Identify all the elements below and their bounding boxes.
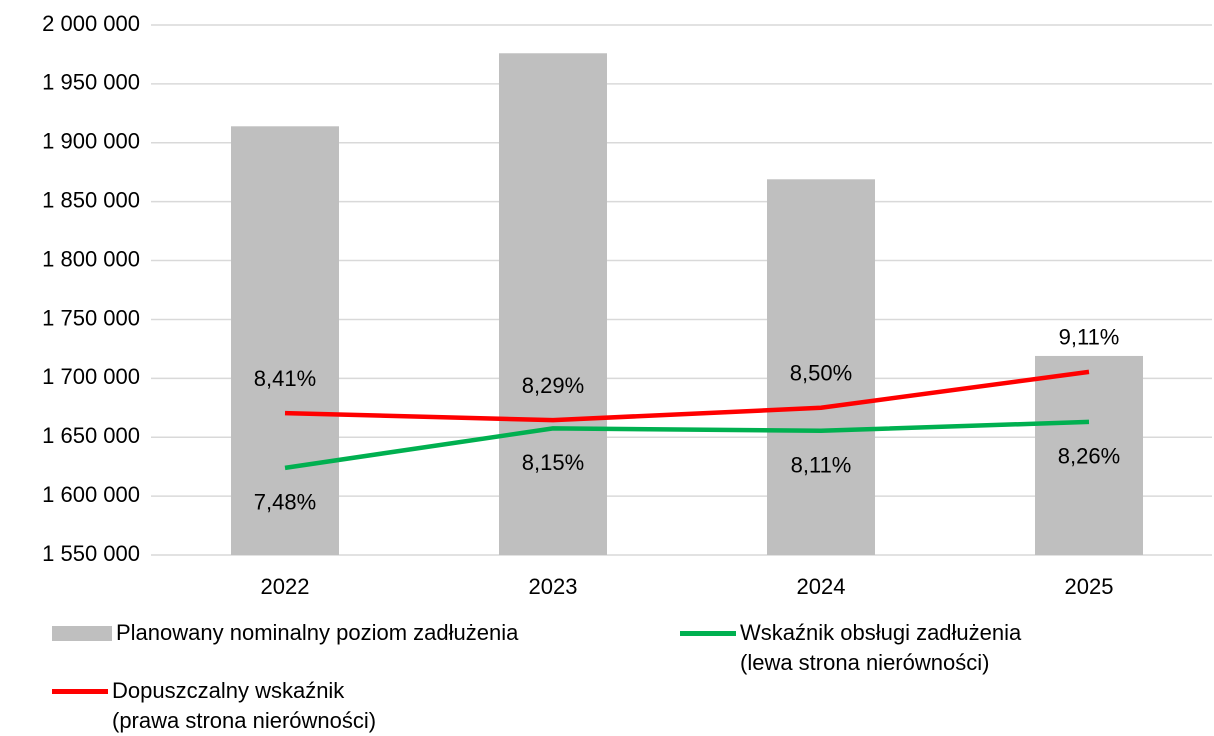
x-tick-label: 2025 (1065, 574, 1114, 599)
chart: 1 550 000 1 600 000 1 650 000 1 700 000 1 75… (42, 11, 1212, 599)
legend-item: Planowany nominalny poziom zadłużenia (52, 618, 518, 648)
y-tick-label: 1 650 000 (42, 423, 140, 448)
line-series (284, 369, 1090, 423)
y-tick-label: 2 000 000 (42, 11, 140, 36)
y-tick-label: 1 850 000 (42, 187, 140, 212)
legend-item: Dopuszczalny wskaźnik (prawa strona nier… (52, 676, 376, 736)
legend-swatch (52, 689, 108, 694)
data-label: 8,29% (522, 373, 584, 398)
data-label: 9,11% (1059, 325, 1120, 350)
bar (231, 126, 339, 556)
data-label: 8,26% (1058, 444, 1120, 469)
legend-label: Planowany nominalny poziom zadłużenia (116, 620, 519, 645)
data-label: 7,48% (254, 490, 316, 515)
y-tick-label: 1 950 000 (42, 70, 140, 95)
legend-label: Wskaźnik obsługi zadłużenia (lewa strona… (740, 620, 1022, 675)
y-tick-label: 1 550 000 (42, 541, 140, 566)
bar (1035, 355, 1143, 555)
data-label: 8,11% (791, 453, 852, 478)
legend-item: Wskaźnik obsługi zadłużenia (lewa strona… (680, 618, 1021, 678)
y-tick-label: 1 900 000 (42, 129, 140, 154)
y-tick-label: 1 750 000 (42, 305, 140, 330)
line-series (284, 419, 1090, 471)
data-label: 8,50% (790, 361, 852, 386)
bar (499, 53, 607, 556)
legend-label: Dopuszczalny wskaźnik (prawa strona nier… (112, 678, 377, 733)
data-label: 8,15% (522, 450, 584, 475)
x-tick-label: 2024 (797, 574, 846, 599)
data-label: 8,41% (254, 366, 316, 391)
y-tick-label: 1 700 000 (42, 364, 140, 389)
x-tick-label: 2022 (261, 574, 310, 599)
legend-swatch (52, 626, 112, 641)
bar (767, 179, 875, 556)
y-tick-label: 1 800 000 (42, 246, 140, 271)
x-tick-label: 2023 (529, 574, 578, 599)
y-tick-label: 1 600 000 (42, 482, 140, 507)
legend-swatch (680, 631, 736, 636)
